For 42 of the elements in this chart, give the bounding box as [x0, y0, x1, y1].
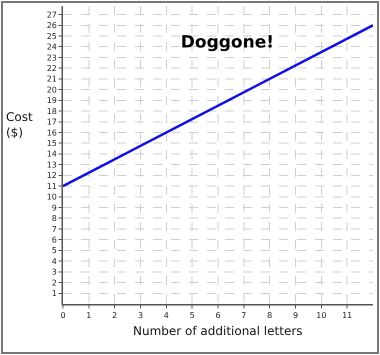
y-axis-title: Cost ($): [6, 110, 33, 140]
x-tick-label: 11: [342, 311, 352, 320]
y-tick-label: 16: [46, 128, 57, 138]
x-tick-label: 8: [267, 311, 272, 320]
y-tick-label: 14: [46, 150, 57, 159]
y-tick-label: 27: [46, 10, 57, 20]
y-tick-label: 9: [52, 203, 57, 212]
x-tick-label: 3: [138, 311, 144, 320]
x-tick-label: 6: [215, 311, 221, 320]
y-tick-label: 13: [46, 160, 57, 170]
y-tick-label: 17: [46, 118, 57, 127]
y-tick-label: 25: [46, 32, 57, 41]
y-tick-label: 5: [52, 246, 57, 256]
x-tick-label: 7: [241, 311, 246, 320]
text: Doggone!: [180, 32, 274, 52]
x-tick-label: 9: [292, 311, 298, 320]
y-tick-label: 26: [46, 21, 57, 30]
y-tick-label: 1: [52, 289, 57, 298]
y-tick-label: 12: [46, 171, 57, 180]
y-tick-label: 8: [52, 214, 57, 224]
y-tick-label: 23: [46, 53, 57, 62]
x-tick-label: 1: [86, 311, 92, 320]
y-tick-label: 11: [46, 182, 57, 191]
y-tick-label: 19: [46, 96, 57, 106]
y-tick-label: 18: [46, 106, 57, 116]
x-tick-label: 4: [164, 311, 169, 320]
x-tick-label: 0: [60, 311, 66, 320]
x-axis-title: Number of additional letters: [133, 324, 303, 338]
y-tick-label: 21: [46, 74, 57, 84]
y-tick-label: 20: [46, 85, 57, 94]
y-tick-label: 10: [46, 192, 57, 202]
x-tick-label: 5: [190, 311, 195, 320]
y-tick-label: 6: [52, 235, 57, 244]
y-tick-label: 15: [46, 139, 57, 148]
y-tick-label: 22: [46, 64, 57, 73]
y-tick-label: 4: [52, 256, 57, 266]
y-tick-label: 24: [46, 42, 57, 52]
y-tick-label: 3: [52, 268, 57, 277]
y-tick-label: 2: [52, 278, 57, 288]
x-tick-label: 2: [112, 311, 118, 320]
y-tick-label: 7: [52, 224, 57, 234]
x-tick-label: 10: [316, 311, 326, 320]
